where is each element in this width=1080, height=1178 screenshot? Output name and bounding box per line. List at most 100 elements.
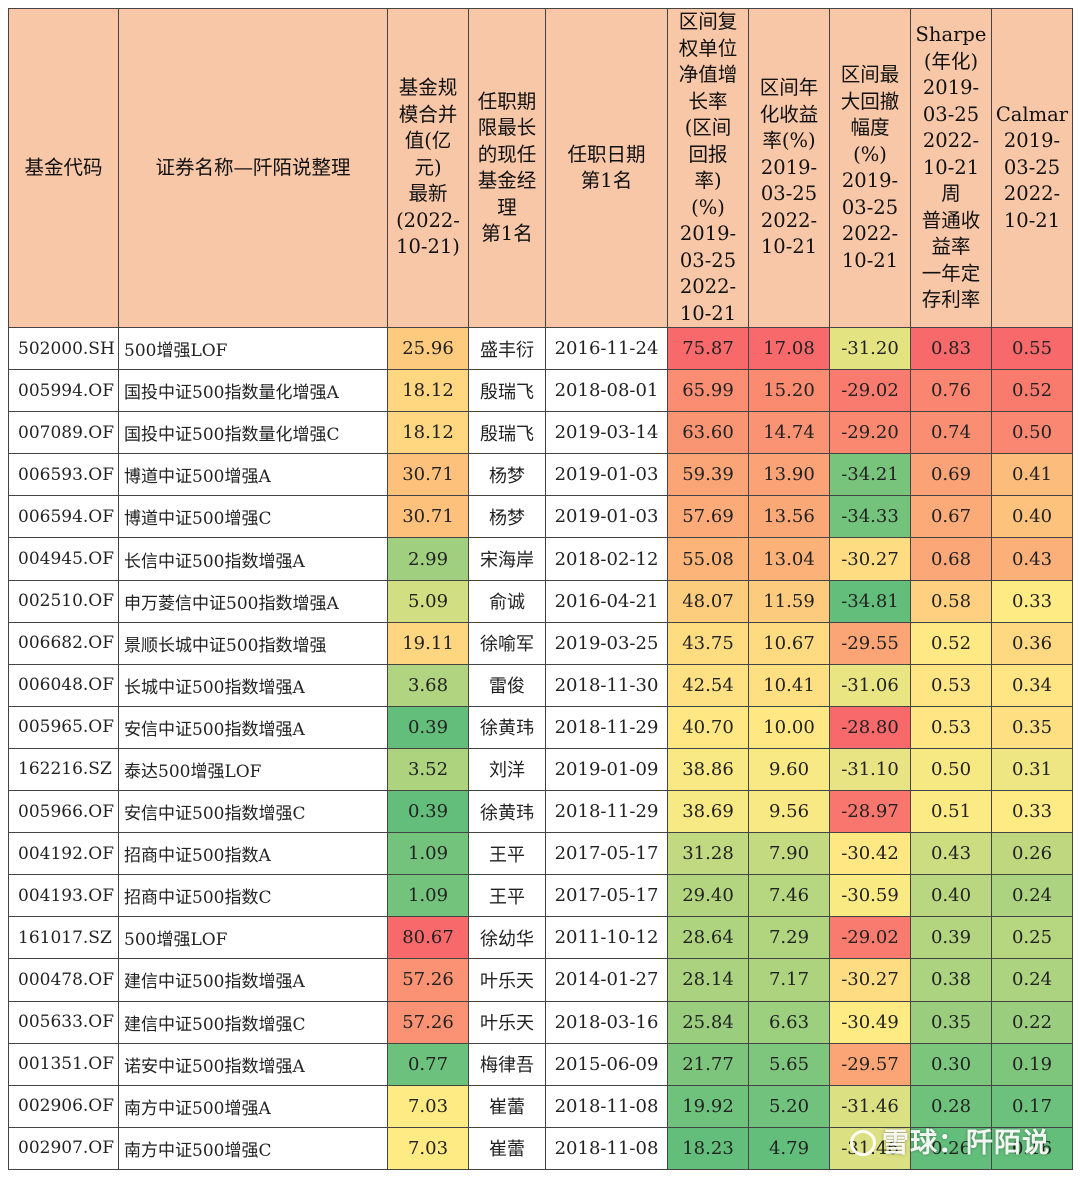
table-row: 002510.OF 申万菱信中证500指数增强A 5.09 俞诚 2016-04-21 4…	[8, 579, 1073, 623]
header-line: 2022-	[760, 208, 818, 232]
cell-fund-scale: 1.09	[387, 832, 469, 876]
cell-max-drawdown: -31.06	[829, 663, 911, 707]
cell-calmar: 0.35	[991, 705, 1073, 749]
cell-manager: 王平	[468, 832, 546, 876]
cell-start-date: 2017-05-17	[545, 874, 668, 918]
cell-annual-return: 4.79	[748, 1126, 830, 1170]
cell-interval-return: 43.75	[667, 621, 749, 665]
cell-manager: 徐黄玮	[468, 705, 546, 749]
header-line: 03-25	[679, 248, 737, 272]
cell-fund-scale: 0.39	[387, 705, 469, 749]
cell-fund-code: 006682.OF	[8, 621, 119, 665]
cell-max-drawdown: -30.59	[829, 874, 911, 918]
header-fund-code: 基金代码	[8, 8, 119, 328]
cell-manager: 梅律吾	[468, 1042, 546, 1086]
cell-fund-scale: 18.12	[387, 369, 469, 413]
cell-sharpe: 0.35	[910, 1000, 992, 1044]
cell-interval-return: 48.07	[667, 579, 749, 623]
cell-manager: 殷瑞飞	[468, 369, 546, 413]
cell-interval-return: 28.14	[667, 958, 749, 1002]
cell-annual-return: 10.00	[748, 705, 830, 749]
cell-manager: 王平	[468, 874, 546, 918]
cell-fund-name: 博道中证500增强A	[118, 453, 388, 497]
cell-fund-scale: 7.03	[387, 1084, 469, 1128]
cell-fund-code: 005633.OF	[8, 1000, 119, 1044]
cell-fund-code: 006593.OF	[8, 453, 119, 497]
cell-sharpe: 0.53	[910, 705, 992, 749]
cell-fund-code: 162216.SZ	[8, 747, 119, 792]
cell-calmar: 0.34	[991, 663, 1073, 707]
cell-manager: 徐黄玮	[468, 790, 546, 834]
table-row: 006682.OF 景顺长城中证500指数增强 19.11 徐喻军 2019-03-25…	[8, 621, 1073, 665]
header-line: 10-21	[841, 248, 899, 272]
cell-calmar: 0.36	[991, 621, 1073, 665]
cell-start-date: 2016-04-21	[545, 579, 668, 623]
header-line: 普通收	[921, 208, 981, 232]
cell-calmar: 0.17	[991, 1084, 1073, 1128]
header-line: 基金代码	[24, 155, 103, 179]
cell-fund-scale: 19.11	[387, 621, 469, 665]
header-line: 权单位	[678, 36, 738, 60]
cell-fund-name: 申万菱信中证500指数增强A	[118, 579, 388, 623]
cell-fund-code: 004193.OF	[8, 874, 119, 918]
xueqiu-logo-icon	[850, 1130, 876, 1156]
cell-fund-scale: 57.26	[387, 958, 469, 1002]
header-line: 2022-	[1003, 182, 1061, 206]
header-line: 区间复	[678, 10, 738, 33]
table-row: 005966.OF 安信中证500指数增强C 0.39 徐黄玮 2018-11-29 38…	[8, 790, 1073, 834]
header-line: 03-25	[841, 195, 899, 219]
header-line: 2022-	[841, 222, 899, 245]
cell-fund-name: 建信中证500指数增强A	[118, 958, 388, 1002]
cell-calmar: 0.40	[991, 495, 1073, 539]
header-line: Calmar	[995, 102, 1069, 126]
cell-sharpe: 0.39	[910, 916, 992, 960]
cell-fund-name: 安信中证500指数增强C	[118, 790, 388, 834]
cell-fund-code: 502000.SH	[8, 326, 119, 371]
header-line: 2022-	[679, 275, 737, 298]
cell-interval-return: 63.60	[667, 411, 749, 455]
cell-start-date: 2018-11-08	[545, 1126, 668, 1170]
header-line: 2019-	[679, 222, 737, 245]
cell-fund-scale: 30.71	[387, 495, 469, 539]
cell-annual-return: 7.29	[748, 916, 830, 960]
cell-manager: 崔蕾	[468, 1084, 546, 1128]
cell-fund-scale: 1.09	[387, 874, 469, 918]
cell-fund-scale: 2.99	[387, 537, 469, 581]
cell-fund-name: 国投中证500指数量化增强A	[118, 369, 388, 413]
cell-start-date: 2019-01-03	[545, 453, 668, 497]
cell-manager: 俞诚	[468, 579, 546, 623]
table-row: 006594.OF 博道中证500增强C 30.71 杨梦 2019-01-03 57.6…	[8, 495, 1073, 539]
header-line: 模合并	[398, 102, 458, 126]
cell-sharpe: 0.51	[910, 790, 992, 834]
cell-manager: 雷俊	[468, 663, 546, 707]
cell-annual-return: 5.65	[748, 1042, 830, 1086]
cell-fund-code: 007089.OF	[8, 411, 119, 455]
cell-start-date: 2011-10-12	[545, 916, 668, 960]
table-row: 006593.OF 博道中证500增强A 30.71 杨梦 2019-01-03 59.3…	[8, 453, 1073, 497]
header-line: 限最长	[477, 116, 537, 139]
header-line: 长率	[688, 89, 728, 113]
cell-annual-return: 6.63	[748, 1000, 830, 1044]
header-line: 值(亿	[404, 129, 452, 153]
cell-manager: 崔蕾	[468, 1126, 546, 1170]
table-row: 004192.OF 招商中证500指数A 1.09 王平 2017-05-17 31.28…	[8, 832, 1073, 876]
cell-max-drawdown: -31.46	[829, 1084, 911, 1128]
cell-fund-code: 005966.OF	[8, 790, 119, 834]
cell-start-date: 2018-02-12	[545, 537, 668, 581]
cell-annual-return: 13.04	[748, 537, 830, 581]
cell-sharpe: 0.28	[910, 1084, 992, 1128]
cell-sharpe: 0.74	[910, 411, 992, 455]
cell-max-drawdown: -29.20	[829, 411, 911, 455]
cell-interval-return: 59.39	[667, 453, 749, 497]
cell-annual-return: 13.56	[748, 495, 830, 539]
table-row: 000478.OF 建信中证500指数增强A 57.26 叶乐天 2014-01-27 2…	[8, 958, 1073, 1002]
cell-calmar: 0.26	[991, 832, 1073, 876]
cell-manager: 宋海岸	[468, 537, 546, 581]
table-body: 502000.SH 500增强LOF 25.96 盛丰衍 2016-11-24 75.87…	[8, 326, 1073, 1170]
header-line: 最新	[408, 182, 448, 206]
cell-calmar: 0.22	[991, 1000, 1073, 1044]
header-line: (区间	[684, 116, 732, 139]
cell-annual-return: 7.17	[748, 958, 830, 1002]
cell-calmar: 0.52	[991, 369, 1073, 413]
cell-fund-name: 诺安中证500指数增强A	[118, 1042, 388, 1086]
